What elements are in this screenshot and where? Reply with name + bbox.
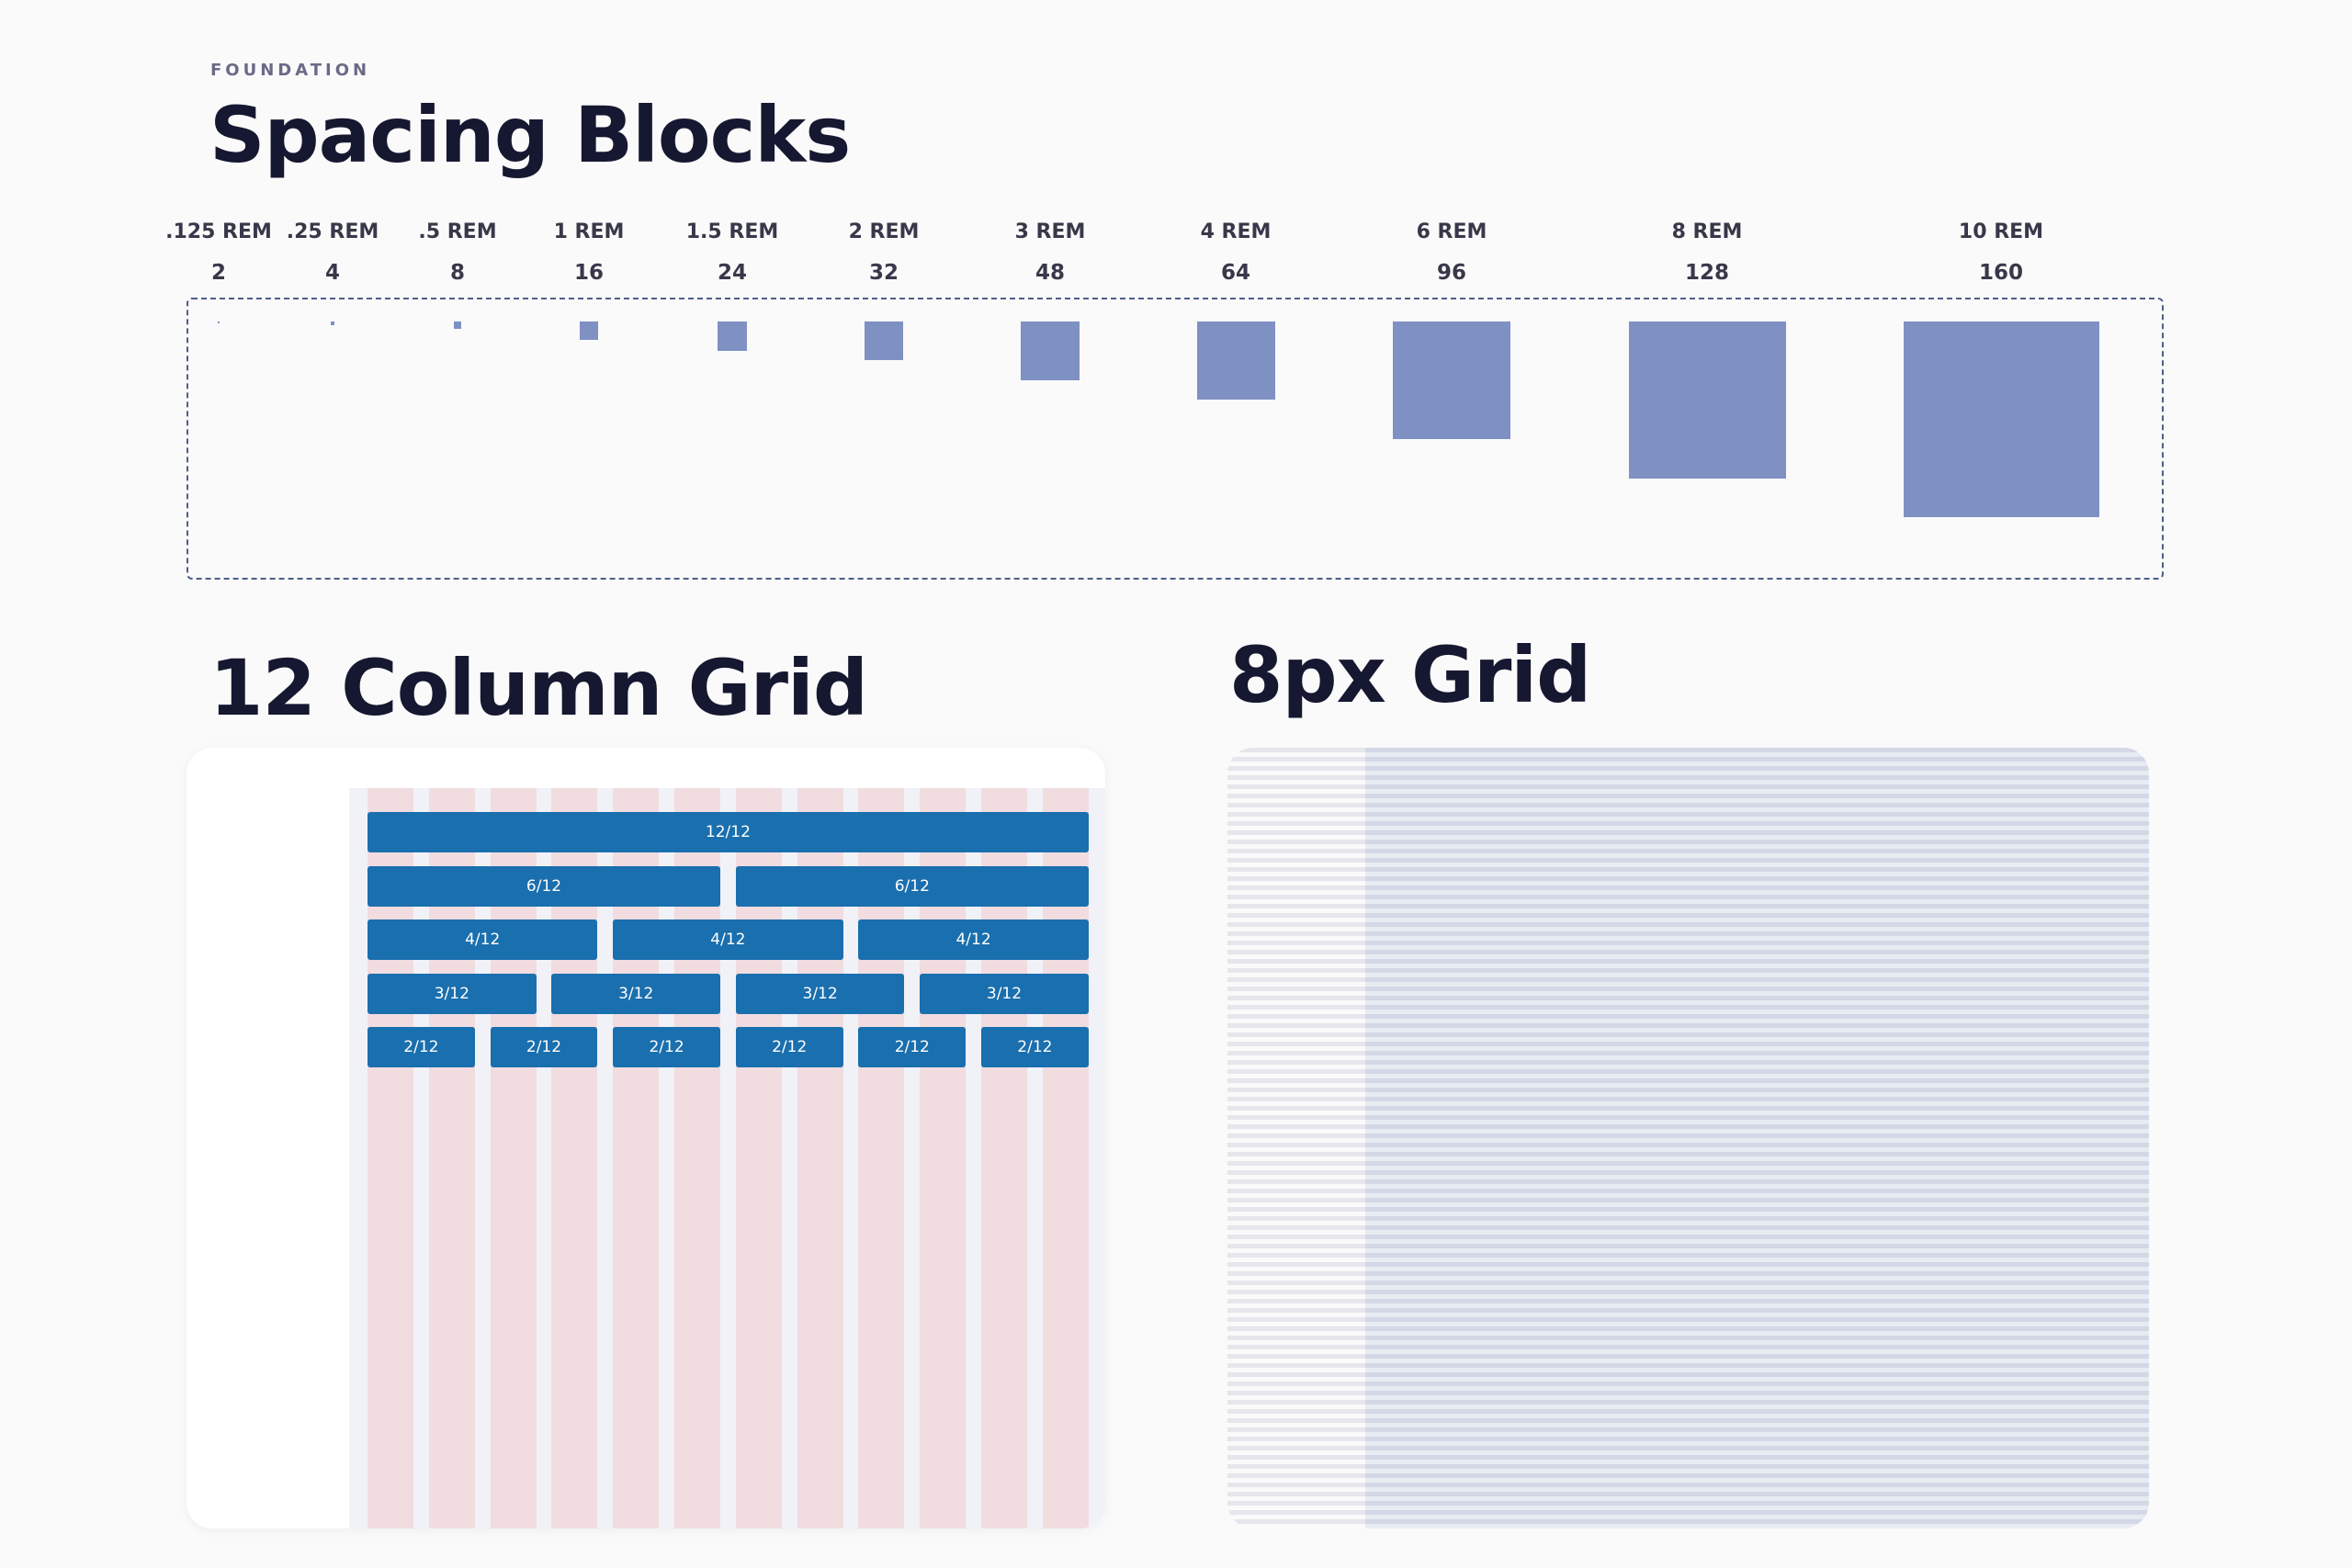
grid-span-block: 2/12	[858, 1027, 967, 1067]
spacing-px-label: 4	[324, 261, 341, 285]
column-grid-card: 12/12 6/12 6/12 4/12 4/12 4/12 3/12 3/12 3/12 3/1…	[187, 748, 1105, 1529]
spacing-px-label: 16	[573, 261, 605, 285]
grid-column	[368, 788, 413, 1529]
spacing-blocks-title: Spacing Blocks	[209, 90, 851, 180]
grid-span-block: 2/12	[735, 1027, 843, 1067]
grid-column	[797, 788, 843, 1529]
section-eyebrow: FOUNDATION	[210, 61, 371, 80]
spacing-px-label: 64	[1220, 261, 1251, 285]
eight-px-grid-card	[1227, 748, 2149, 1529]
grid-column	[1042, 788, 1089, 1529]
grid-span-block: 4/12	[613, 919, 843, 960]
spacing-px-label: 128	[1684, 261, 1730, 285]
spacing-px-label: 32	[868, 261, 899, 285]
grid-span-block: 3/12	[735, 974, 905, 1014]
spacing-px-label: 160	[1978, 261, 2024, 285]
spacing-rem-label: 1 REM	[553, 220, 625, 243]
grid-span-block: 2/12	[613, 1027, 720, 1067]
spacing-block	[454, 321, 461, 329]
spacing-px-label: 8	[449, 261, 466, 285]
spacing-rem-label: 6 REM	[1416, 220, 1487, 243]
spacing-block	[580, 321, 598, 340]
grid-span-block: 6/12	[735, 866, 1089, 907]
spacing-rem-label: .25 REM	[286, 220, 379, 243]
spacing-block	[1196, 321, 1275, 400]
grid-span-block: 2/12	[981, 1027, 1089, 1067]
spacing-block	[1628, 321, 1786, 479]
spacing-block	[331, 321, 334, 325]
spacing-rem-label: .125 REM	[165, 220, 272, 243]
spacing-blocks-frame	[187, 298, 2164, 580]
spacing-px-label: 48	[1035, 261, 1066, 285]
grid-span-block: 2/12	[490, 1027, 598, 1067]
grid-column	[428, 788, 475, 1529]
spacing-block	[865, 321, 903, 360]
spacing-rem-label: 1.5 REM	[685, 220, 779, 243]
grid-span-block: 12/12	[368, 812, 1089, 852]
grid-span-block: 4/12	[368, 919, 598, 960]
spacing-rem-label: 4 REM	[1200, 220, 1272, 243]
eight-px-grid-content-area	[1365, 748, 2149, 1529]
spacing-rem-label: 10 REM	[1958, 220, 2044, 243]
spacing-block	[1903, 321, 2099, 517]
grid-span-block: 3/12	[551, 974, 720, 1014]
spacing-rem-label: 3 REM	[1014, 220, 1086, 243]
grid-column	[858, 788, 905, 1529]
spacing-px-label: 96	[1436, 261, 1467, 285]
grid-span-block: 3/12	[920, 974, 1089, 1014]
spacing-block	[718, 321, 747, 351]
grid-span-block: 6/12	[368, 866, 720, 907]
grid-column	[551, 788, 598, 1529]
spacing-rem-label: 2 REM	[848, 220, 920, 243]
grid-column	[981, 788, 1027, 1529]
spacing-block	[1021, 321, 1080, 380]
spacing-rem-label: .5 REM	[418, 220, 497, 243]
grid-column	[674, 788, 720, 1529]
column-grid-area: 12/12 6/12 6/12 4/12 4/12 4/12 3/12 3/12 3/12 3/1…	[349, 788, 1105, 1529]
eight-px-grid-title: 8px Grid	[1229, 630, 1591, 720]
spacing-px-label: 2	[210, 261, 227, 285]
grid-column	[920, 788, 967, 1529]
grid-span-block: 2/12	[368, 1027, 475, 1067]
grid-column	[490, 788, 537, 1529]
spacing-block	[218, 321, 220, 323]
grid-span-block: 4/12	[858, 919, 1089, 960]
column-grid-title: 12 Column Grid	[209, 643, 868, 733]
spacing-px-label: 24	[717, 261, 748, 285]
grid-column	[735, 788, 782, 1529]
spacing-rem-label: 8 REM	[1671, 220, 1743, 243]
grid-span-block: 3/12	[368, 974, 537, 1014]
grid-column	[613, 788, 660, 1529]
spacing-block	[1393, 321, 1510, 439]
